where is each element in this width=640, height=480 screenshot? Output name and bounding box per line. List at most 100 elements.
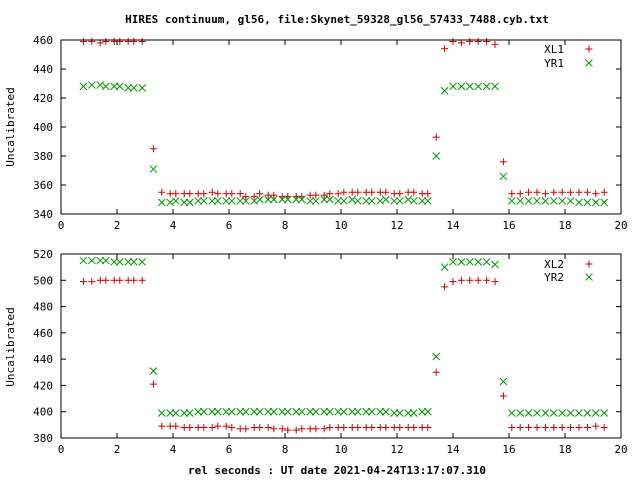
y-tick-label: 400 bbox=[33, 406, 53, 419]
data-point-xl1 bbox=[96, 39, 104, 47]
y-tick-label: 460 bbox=[33, 327, 53, 340]
y-tick-label: 400 bbox=[33, 121, 53, 134]
data-point-yr2 bbox=[208, 407, 217, 416]
data-point-xl2 bbox=[222, 422, 230, 430]
x-tick-label: 20 bbox=[614, 443, 627, 456]
data-point-xl2 bbox=[382, 423, 390, 431]
data-point-xl2 bbox=[116, 276, 124, 284]
y-tick-label: 460 bbox=[33, 34, 53, 47]
data-point-xl2 bbox=[424, 423, 432, 431]
data-point-yr1 bbox=[278, 195, 287, 204]
data-point-xl2 bbox=[200, 423, 208, 431]
legend-label-xl1: XL1 bbox=[544, 43, 564, 56]
data-point-xl2 bbox=[214, 422, 222, 430]
data-point-xl1 bbox=[550, 188, 558, 196]
data-point-yr1 bbox=[583, 198, 592, 207]
data-point-yr2 bbox=[222, 407, 231, 416]
bottom-y-axis-label: Uncalibrated bbox=[4, 307, 17, 386]
data-point-yr2 bbox=[297, 407, 306, 416]
x-tick-label: 18 bbox=[558, 219, 571, 232]
data-point-xl1 bbox=[516, 190, 524, 198]
data-point-yr2 bbox=[404, 409, 413, 417]
data-point-yr2 bbox=[87, 256, 96, 265]
data-point-yr1 bbox=[255, 195, 264, 204]
data-point-yr2 bbox=[149, 367, 158, 375]
data-point-yr2 bbox=[115, 258, 124, 266]
data-point-yr2 bbox=[395, 409, 404, 417]
data-point-yr1 bbox=[297, 195, 306, 204]
data-point-yr2 bbox=[292, 407, 301, 416]
data-point-yr1 bbox=[533, 197, 541, 205]
data-point-yr2 bbox=[250, 407, 259, 416]
data-point-xl2 bbox=[583, 423, 591, 431]
data-point-xl2 bbox=[441, 283, 449, 291]
y-tick-label: 480 bbox=[33, 301, 53, 314]
data-point-yr1 bbox=[390, 197, 399, 205]
data-point-yr2 bbox=[157, 409, 166, 417]
data-point-xl2 bbox=[575, 423, 583, 431]
data-point-xl1 bbox=[172, 190, 180, 198]
data-point-yr2 bbox=[583, 409, 592, 417]
data-point-xl2 bbox=[102, 276, 110, 284]
data-point-yr2 bbox=[138, 258, 147, 266]
data-point-xl2 bbox=[79, 278, 87, 286]
y-tick-label: 340 bbox=[33, 208, 53, 221]
data-point-yr2 bbox=[306, 407, 315, 416]
data-point-yr1 bbox=[138, 83, 147, 92]
data-point-xl1 bbox=[208, 188, 216, 196]
data-point-xl1 bbox=[242, 193, 250, 201]
data-point-yr2 bbox=[381, 407, 390, 416]
data-point-yr2 bbox=[348, 407, 357, 416]
data-point-xl1 bbox=[256, 190, 264, 198]
data-point-yr1 bbox=[283, 195, 292, 204]
data-point-yr1 bbox=[507, 197, 516, 205]
data-point-xl1 bbox=[491, 40, 499, 48]
data-point-yr2 bbox=[227, 407, 236, 416]
data-point-yr2 bbox=[255, 407, 264, 416]
data-point-yr2 bbox=[376, 407, 385, 416]
y-tick-label: 360 bbox=[33, 179, 53, 192]
data-point-xl2 bbox=[320, 425, 328, 433]
bottom-series-xl2 bbox=[79, 276, 608, 434]
data-point-yr1 bbox=[482, 82, 491, 91]
x-tick-label: 0 bbox=[58, 443, 65, 456]
data-point-xl2 bbox=[186, 423, 194, 431]
data-point-xl2 bbox=[228, 423, 236, 431]
data-point-yr1 bbox=[418, 197, 427, 205]
data-point-yr2 bbox=[180, 409, 189, 417]
data-point-yr1 bbox=[213, 197, 222, 205]
top-legend: XL1 YR1 bbox=[544, 43, 593, 70]
data-point-yr1 bbox=[166, 198, 175, 207]
data-point-yr1 bbox=[575, 198, 583, 207]
data-point-yr2 bbox=[440, 263, 449, 271]
y-tick-label: 440 bbox=[33, 353, 53, 366]
data-point-xl1 bbox=[79, 37, 87, 45]
data-point-xl1 bbox=[525, 188, 533, 196]
data-point-xl1 bbox=[158, 188, 166, 196]
bottom-legend: XL2 YR2 bbox=[544, 258, 593, 284]
data-point-yr1 bbox=[227, 197, 236, 205]
data-point-xl2 bbox=[284, 426, 292, 434]
legend-marker-xl1 bbox=[585, 45, 593, 53]
data-point-yr1 bbox=[558, 197, 567, 205]
data-point-yr2 bbox=[591, 409, 600, 417]
bottom-plot-frame bbox=[60, 253, 622, 439]
data-point-xl1 bbox=[583, 188, 591, 196]
data-point-xl1 bbox=[424, 190, 432, 198]
data-point-yr1 bbox=[87, 81, 96, 89]
data-point-yr1 bbox=[124, 83, 133, 92]
data-point-yr2 bbox=[449, 258, 457, 266]
data-point-yr2 bbox=[566, 409, 575, 417]
data-point-yr2 bbox=[353, 407, 362, 416]
data-point-xl1 bbox=[326, 190, 334, 198]
data-point-yr1 bbox=[250, 197, 259, 205]
data-point-xl2 bbox=[516, 423, 524, 431]
data-point-yr2 bbox=[334, 407, 343, 416]
data-point-yr1 bbox=[149, 165, 158, 173]
data-point-yr1 bbox=[311, 197, 320, 205]
x-tick-label: 16 bbox=[502, 219, 515, 232]
top-y-axis-label: Uncalibrated bbox=[4, 87, 17, 166]
data-point-yr1 bbox=[432, 152, 441, 160]
data-point-yr2 bbox=[499, 377, 508, 386]
data-point-yr1 bbox=[541, 197, 550, 205]
